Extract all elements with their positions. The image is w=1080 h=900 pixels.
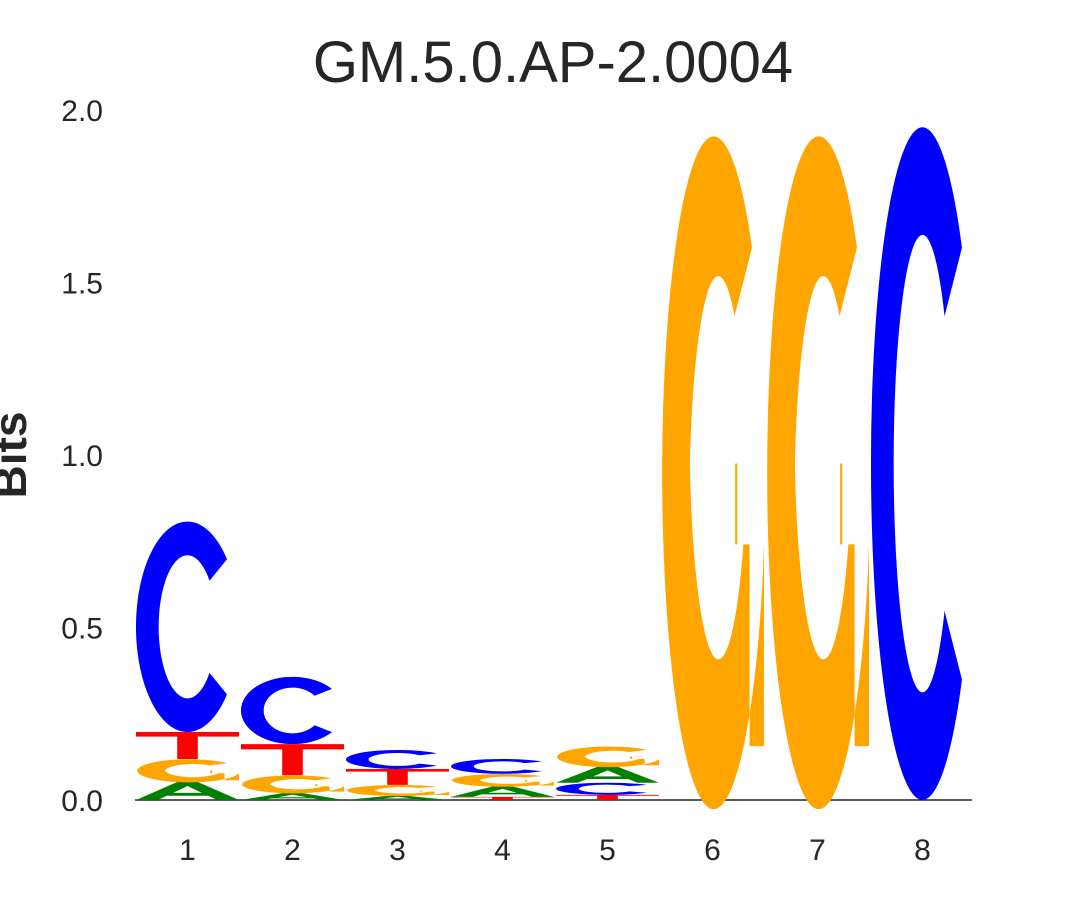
logo-letter-g	[767, 136, 869, 810]
y-tick-label: 1.0	[61, 440, 103, 473]
logo-letter-g	[662, 136, 764, 810]
logo-letter-g	[137, 759, 239, 783]
x-ticks: 1 2 3 4 5 6 7 8	[179, 834, 931, 867]
x-tick-label: 1	[179, 834, 196, 867]
logo-letter-g	[242, 775, 344, 794]
logo-letter-t	[346, 768, 449, 785]
y-tick-label: 1.5	[61, 268, 103, 301]
logo-letter-a	[346, 795, 449, 800]
logo-letter-c	[450, 758, 542, 774]
logo-letter-a	[136, 782, 239, 800]
logo-letter-c	[240, 676, 332, 745]
chart-title: GM.5.0.AP-2.0004	[313, 30, 793, 95]
logo-letter-t	[556, 794, 659, 800]
logo-letter-c	[135, 521, 227, 733]
logo-letter-c	[555, 782, 647, 795]
logo-letter-a	[556, 766, 659, 783]
x-tick-label: 4	[494, 834, 511, 867]
logo-letter-g	[347, 784, 449, 797]
x-tick-label: 8	[914, 834, 931, 867]
logo-letter-g	[452, 773, 554, 787]
y-tick-label: 0.0	[61, 785, 103, 818]
x-tick-label: 3	[389, 834, 406, 867]
logo-letters	[135, 127, 962, 810]
x-tick-label: 7	[809, 834, 826, 867]
logo-letter-c	[345, 749, 437, 769]
x-tick-label: 6	[704, 834, 721, 867]
logo-letter-a	[241, 793, 344, 800]
y-axis-label: Bits	[0, 412, 36, 499]
y-tick-label: 2.0	[61, 95, 103, 128]
logo-letter-g	[557, 746, 659, 768]
logo-letter-t	[451, 796, 554, 800]
logo-letter-t	[241, 744, 344, 776]
x-tick-label: 5	[599, 834, 616, 867]
logo-letter-a	[451, 786, 554, 797]
logo-letter-c	[870, 127, 962, 801]
logo-letter-t	[136, 732, 239, 759]
y-tick-label: 0.5	[61, 613, 103, 646]
y-ticks: 0.0 0.5 1.0 1.5 2.0	[61, 95, 103, 818]
x-tick-label: 2	[284, 834, 301, 867]
